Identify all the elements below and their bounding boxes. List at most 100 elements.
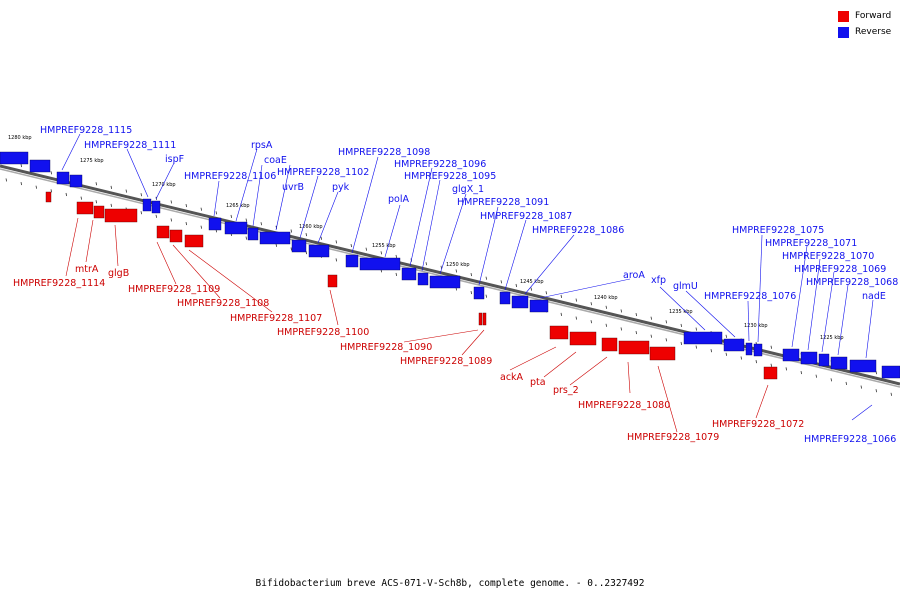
ruler-tick xyxy=(290,229,292,233)
ruler-tick xyxy=(530,287,532,291)
gene-reverse[interactable] xyxy=(529,299,549,313)
gene-label: HMPREF9228_1106 xyxy=(184,171,276,182)
gene-reverse[interactable] xyxy=(345,254,359,268)
gene-reverse[interactable] xyxy=(69,174,83,188)
ruler-tick xyxy=(5,178,7,182)
ruler-tick xyxy=(95,200,97,204)
gene-reverse[interactable] xyxy=(224,221,248,235)
gene-reverse[interactable] xyxy=(881,365,900,379)
gene-label: HMPREF9228_1075 xyxy=(732,225,824,236)
gene-forward[interactable] xyxy=(569,331,597,346)
ruler-tick xyxy=(650,316,652,320)
gene-reverse[interactable] xyxy=(753,343,763,357)
tick-label: 1260 kbp xyxy=(299,224,323,230)
gene-reverse[interactable] xyxy=(308,244,330,258)
ruler-tick xyxy=(860,385,862,389)
gene-reverse[interactable] xyxy=(142,198,152,212)
gene-reverse[interactable] xyxy=(291,239,307,253)
gene-forward[interactable] xyxy=(156,225,170,239)
gene-reverse[interactable] xyxy=(683,331,723,345)
gene-reverse[interactable] xyxy=(0,151,29,165)
gene-forward[interactable] xyxy=(482,312,487,326)
gene-reverse[interactable] xyxy=(800,351,818,365)
gene-label: HMPREF9228_1091 xyxy=(457,197,549,208)
gene-label: glmU xyxy=(673,281,698,292)
gene-forward[interactable] xyxy=(45,191,52,203)
gene-forward[interactable] xyxy=(184,234,204,248)
gene-reverse[interactable] xyxy=(782,348,800,362)
ruler-tick xyxy=(605,305,607,309)
ruler-tick xyxy=(65,192,67,197)
gene-forward[interactable] xyxy=(649,346,676,361)
ruler-tick xyxy=(485,294,487,298)
gene-forward[interactable] xyxy=(618,340,650,355)
gene-forward[interactable] xyxy=(763,366,778,380)
gene-forward[interactable] xyxy=(549,325,569,340)
gene-reverse[interactable] xyxy=(849,359,877,373)
gene-forward[interactable] xyxy=(76,201,94,215)
gene-forward[interactable] xyxy=(478,312,483,326)
ruler-tick xyxy=(770,363,772,367)
gene-reverse[interactable] xyxy=(511,295,529,309)
forward-genes xyxy=(45,191,778,380)
ruler-tick xyxy=(770,345,772,349)
ruler-tick xyxy=(845,381,847,385)
gene-forward[interactable] xyxy=(93,205,105,219)
tick-label: 1230 kbp xyxy=(744,323,768,329)
legend-item-forward: Forward xyxy=(838,9,891,23)
tick-label: 1235 kbp xyxy=(669,309,693,315)
gene-label: HMPREF9228_1087 xyxy=(480,211,572,222)
gene-label: HMPREF9228_1069 xyxy=(794,264,886,275)
gene-reverse[interactable] xyxy=(56,171,70,185)
gene-label: HMPREF9228_1090 xyxy=(340,342,432,353)
gene-reverse[interactable] xyxy=(723,338,745,352)
ruler-tick xyxy=(140,211,142,215)
gene-reverse[interactable] xyxy=(247,227,259,241)
gene-reverse[interactable] xyxy=(151,200,161,214)
gene-forward[interactable] xyxy=(327,274,338,288)
ruler-tick xyxy=(575,316,577,320)
ruler-tick xyxy=(470,291,472,295)
ruler-tick xyxy=(35,185,37,189)
forward-gene-labels: HMPREF9228_1114 mtrA glgB HMPREF9228_110… xyxy=(13,217,804,443)
ruler-tick xyxy=(245,236,247,240)
ruler-tick xyxy=(95,182,97,186)
gene-reverse[interactable] xyxy=(29,159,51,173)
ruler-tick xyxy=(20,182,22,186)
gene-label: nadE xyxy=(862,291,886,302)
ruler-tick xyxy=(260,222,262,226)
ruler-tick xyxy=(890,392,892,396)
gene-label: HMPREF9228_1095 xyxy=(404,171,496,182)
tick-label: 1240 kbp xyxy=(594,295,618,301)
ruler-tick xyxy=(80,196,82,200)
ruler-labels: 1280 kbp 1275 kbp 1270 kbp 1265 kbp 1260… xyxy=(8,135,844,341)
gene-label: HMPREF9228_1089 xyxy=(400,356,492,367)
legend-label-reverse: Reverse xyxy=(855,27,892,37)
gene-forward[interactable] xyxy=(601,337,618,352)
gene-reverse[interactable] xyxy=(499,291,511,305)
ruler-tick xyxy=(725,334,727,338)
gene-reverse[interactable] xyxy=(818,353,830,367)
gene-forward[interactable] xyxy=(104,208,138,223)
ruler-tick xyxy=(275,243,277,247)
gene-label: HMPREF9228_1070 xyxy=(782,251,874,262)
gene-label: aroA xyxy=(623,270,645,281)
ruler-tick xyxy=(230,214,232,219)
gene-reverse[interactable] xyxy=(830,356,848,370)
gene-reverse[interactable] xyxy=(208,217,222,231)
gene-reverse[interactable] xyxy=(259,231,291,245)
gene-reverse[interactable] xyxy=(745,342,753,356)
gene-reverse[interactable] xyxy=(359,257,401,271)
gene-label: polA xyxy=(388,194,409,205)
gene-reverse[interactable] xyxy=(429,275,461,289)
tick-label: 1255 kbp xyxy=(372,243,396,249)
ruler-tick xyxy=(740,356,742,360)
ruler-tick xyxy=(830,378,832,382)
gene-reverse[interactable] xyxy=(401,267,417,281)
ruler-tick xyxy=(200,225,202,229)
gene-forward[interactable] xyxy=(169,229,183,243)
ruler-tick xyxy=(695,327,697,331)
gene-reverse[interactable] xyxy=(473,286,485,300)
gene-reverse[interactable] xyxy=(417,272,429,286)
